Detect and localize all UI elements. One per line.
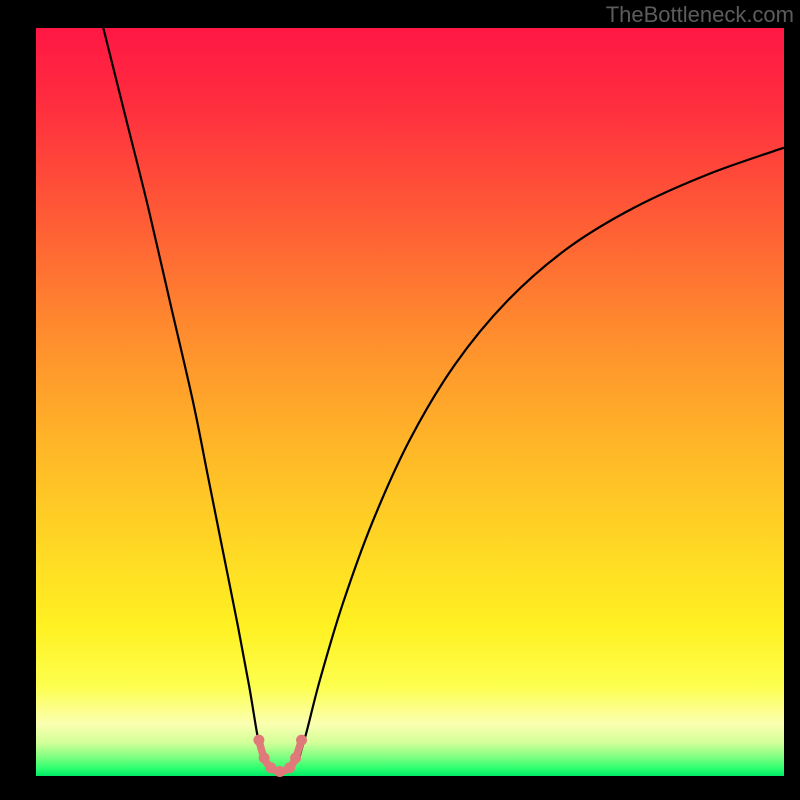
arc-marker <box>259 753 270 764</box>
arc-marker <box>274 766 285 777</box>
watermark-text: TheBottleneck.com <box>606 2 794 28</box>
bottleneck-chart <box>0 0 800 800</box>
arc-marker <box>253 735 264 746</box>
arc-marker <box>284 762 295 773</box>
plot-background <box>36 28 784 776</box>
arc-marker <box>296 735 307 746</box>
arc-marker <box>290 753 301 764</box>
chart-container: TheBottleneck.com <box>0 0 800 800</box>
